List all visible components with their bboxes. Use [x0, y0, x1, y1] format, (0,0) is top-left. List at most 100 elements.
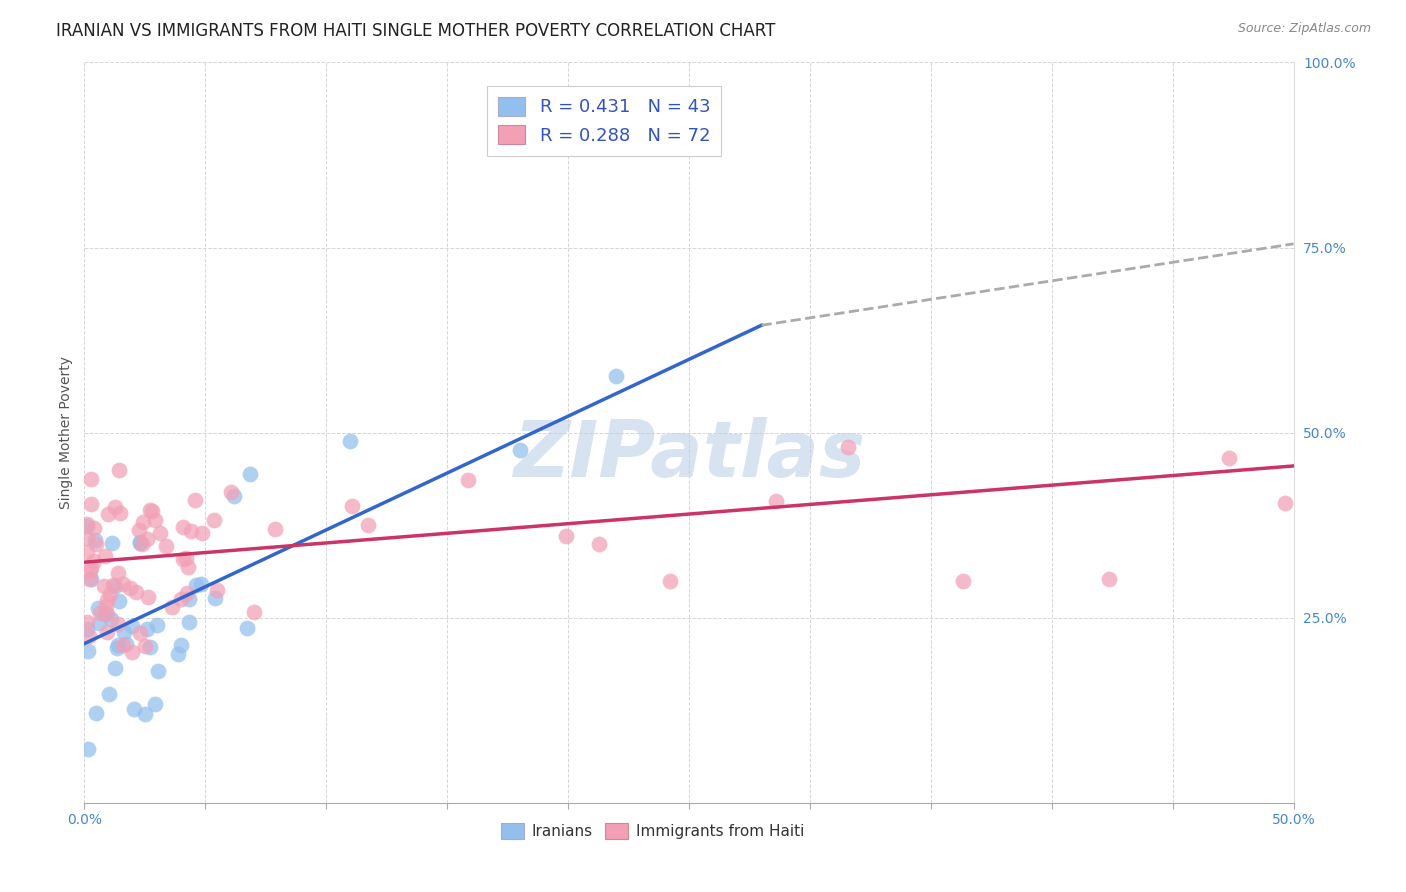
- Legend: Iranians, Immigrants from Haiti: Iranians, Immigrants from Haiti: [494, 815, 811, 847]
- Point: [98, 587, 121, 601]
- Point: [112, 639, 135, 653]
- Point: [149, 525, 172, 540]
- Point: [128, 625, 150, 640]
- Point: [183, 492, 205, 507]
- Point: [79, 572, 101, 586]
- Point: [174, 550, 197, 565]
- Point: [952, 574, 974, 589]
- Point: [108, 463, 131, 477]
- Point: [76, 742, 98, 756]
- Point: [177, 592, 200, 607]
- Point: [131, 537, 153, 551]
- Point: [176, 586, 198, 600]
- Point: [76, 517, 98, 532]
- Point: [83, 533, 105, 547]
- Point: [457, 473, 479, 487]
- Point: [76, 615, 98, 629]
- Point: [129, 534, 152, 549]
- Point: [83, 521, 105, 535]
- Point: [172, 520, 194, 534]
- Point: [101, 578, 124, 592]
- Point: [97, 507, 120, 521]
- Text: ZIPatlas: ZIPatlas: [513, 417, 865, 493]
- Point: [219, 484, 242, 499]
- Point: [121, 619, 143, 633]
- Point: [134, 706, 156, 721]
- Point: [96, 625, 118, 640]
- Point: [139, 640, 162, 654]
- Point: [134, 639, 156, 653]
- Point: [176, 560, 198, 574]
- Point: [100, 612, 122, 626]
- Point: [509, 442, 531, 457]
- Point: [1098, 573, 1121, 587]
- Point: [191, 526, 214, 541]
- Point: [136, 590, 159, 604]
- Point: [121, 645, 143, 659]
- Point: [202, 513, 225, 527]
- Point: [143, 697, 166, 711]
- Point: [80, 561, 103, 575]
- Point: [765, 494, 787, 508]
- Point: [112, 577, 135, 591]
- Point: [96, 599, 118, 613]
- Point: [1218, 450, 1240, 465]
- Point: [93, 579, 115, 593]
- Point: [222, 489, 245, 503]
- Point: [101, 535, 124, 549]
- Point: [93, 549, 115, 564]
- Point: [190, 576, 212, 591]
- Point: [76, 644, 98, 658]
- Point: [357, 518, 380, 533]
- Point: [79, 629, 101, 643]
- Point: [263, 521, 285, 535]
- Point: [143, 513, 166, 527]
- Point: [339, 434, 361, 448]
- Point: [96, 607, 118, 622]
- Point: [79, 564, 101, 578]
- Point: [112, 624, 135, 639]
- Point: [177, 615, 200, 629]
- Text: Source: ZipAtlas.com: Source: ZipAtlas.com: [1237, 22, 1371, 36]
- Point: [659, 574, 682, 589]
- Point: [837, 440, 859, 454]
- Point: [554, 529, 576, 543]
- Point: [122, 702, 145, 716]
- Point: [107, 566, 129, 580]
- Point: [103, 661, 125, 675]
- Point: [104, 500, 127, 515]
- Point: [135, 533, 157, 547]
- Point: [239, 467, 262, 481]
- Point: [340, 499, 363, 513]
- Point: [132, 515, 155, 529]
- Point: [87, 600, 110, 615]
- Point: [108, 506, 131, 520]
- Point: [172, 551, 194, 566]
- Point: [107, 638, 129, 652]
- Point: [83, 554, 105, 568]
- Point: [243, 606, 266, 620]
- Point: [108, 594, 131, 608]
- Point: [169, 638, 191, 652]
- Point: [104, 579, 127, 593]
- Text: IRANIAN VS IMMIGRANTS FROM HAITI SINGLE MOTHER POVERTY CORRELATION CHART: IRANIAN VS IMMIGRANTS FROM HAITI SINGLE …: [56, 22, 776, 40]
- Point: [84, 537, 107, 551]
- Point: [84, 706, 107, 720]
- Point: [79, 572, 101, 586]
- Point: [167, 647, 190, 661]
- Point: [588, 537, 610, 551]
- Point: [89, 615, 111, 630]
- Point: [105, 640, 128, 655]
- Point: [180, 524, 202, 538]
- Point: [80, 472, 103, 486]
- Point: [128, 536, 150, 550]
- Point: [115, 637, 138, 651]
- Point: [76, 531, 98, 545]
- Point: [141, 504, 163, 518]
- Point: [76, 518, 98, 533]
- Point: [139, 503, 162, 517]
- Point: [155, 540, 177, 554]
- Point: [76, 545, 98, 559]
- Point: [1274, 495, 1296, 509]
- Point: [89, 606, 111, 620]
